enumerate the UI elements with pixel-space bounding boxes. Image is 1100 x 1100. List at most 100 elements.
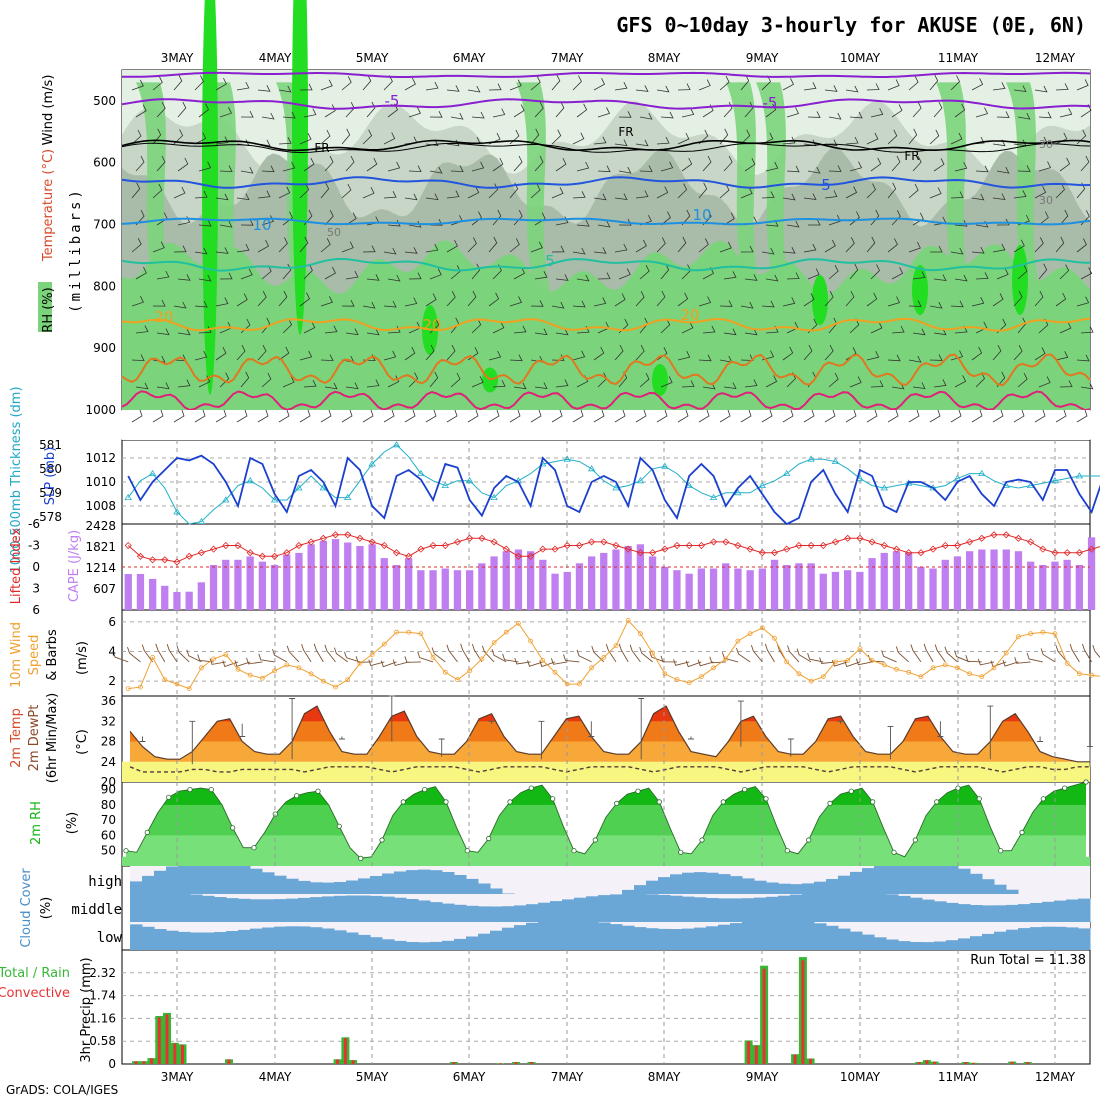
surface-barb (425, 409, 437, 423)
cloud-bar (1030, 927, 1043, 950)
cloud-bar (826, 879, 839, 894)
wind-barb (282, 211, 294, 226)
cloud-bar (214, 866, 227, 894)
minmax-bar (987, 705, 994, 760)
li-point (966, 538, 974, 546)
cloud-bar (730, 923, 743, 950)
cloud-bar (730, 876, 743, 894)
cape-bar (1014, 551, 1023, 610)
rh-point (976, 796, 982, 802)
wind-barb (345, 155, 355, 172)
cloud-bar (814, 894, 827, 922)
wind-barb (787, 645, 800, 663)
wind-barb (177, 379, 191, 388)
cloud-bar (838, 875, 851, 894)
cape-bar (648, 556, 657, 610)
cape-bar (173, 592, 181, 610)
wind-barb (782, 136, 796, 145)
wind-barb (492, 157, 504, 172)
li-point (770, 549, 779, 557)
wind-barb (912, 101, 922, 118)
contour-label: FR (618, 125, 633, 139)
wind-barb (471, 376, 484, 388)
wind-barb (1055, 183, 1065, 199)
precip-tick: 1.74 (89, 989, 116, 1003)
wind-barb (460, 643, 471, 663)
rh-column (1006, 82, 1042, 299)
cape-bar (185, 591, 193, 610)
wind-barb (635, 85, 649, 92)
wind-barb (219, 107, 232, 118)
cloud-bar (370, 895, 383, 922)
upper-temp-label: Temperature (°C) (41, 149, 56, 262)
cloud-bar (982, 905, 995, 922)
bottom-date-labels: 3MAY 4MAY 5MAY 6MAY 7MAY 8MAY 9MAY 10MAY 11MAY 12… (161, 1070, 1076, 1084)
cape-bar (697, 568, 705, 610)
cape-bar (356, 546, 364, 610)
wind-speed-point (125, 686, 131, 691)
wind-barb (320, 238, 331, 253)
credit-text: GrADS: COLA/IGES (6, 1083, 118, 1097)
cloud-bar (586, 896, 599, 922)
wind-barb (656, 186, 669, 199)
surface-barb (1013, 409, 1025, 423)
cloud-bar (238, 866, 251, 894)
cloud-bar (298, 880, 311, 894)
surface-barb (530, 409, 542, 423)
cloud-bar (862, 894, 875, 922)
wind-barb (912, 328, 926, 336)
li-point (539, 545, 547, 553)
wind-barb (870, 157, 882, 172)
wind-barb (429, 219, 443, 226)
rh-point (422, 786, 428, 793)
wind-barb (576, 103, 588, 118)
cloud-bar (334, 882, 347, 894)
cape-bar (941, 559, 949, 610)
li-tick: -3 (28, 539, 40, 553)
wind-speed-point (638, 631, 643, 637)
cloud-bar (238, 929, 251, 950)
cape-bar (551, 573, 559, 610)
cloud-bar (538, 902, 551, 922)
wind-barb (527, 660, 543, 667)
wind-barb (155, 643, 166, 663)
surface-barb (887, 409, 899, 423)
wind-barb (908, 241, 921, 253)
rh-point (1062, 785, 1068, 791)
cape-bar (636, 544, 644, 610)
wind-barb (429, 111, 443, 118)
wind-speed-point (211, 656, 217, 662)
wind-speed-point (869, 658, 875, 663)
wind-barb (240, 268, 253, 280)
rh-point (315, 788, 321, 794)
li-point (185, 552, 193, 560)
cloud-unit: (%) (39, 897, 54, 920)
li-point (527, 552, 535, 560)
wind-barb (152, 241, 165, 253)
wind-barb (824, 190, 838, 199)
cloud-bar (1018, 904, 1031, 922)
wind-speed-point (345, 677, 351, 683)
wind-barb (366, 379, 380, 388)
wind-barb (112, 650, 129, 663)
surface-barb (383, 409, 395, 423)
wind-barb (513, 155, 523, 172)
cloud-bar (154, 929, 167, 950)
bottom-date-label: 3MAY (161, 1070, 194, 1084)
cloud-bar (706, 872, 719, 894)
wind-barb (258, 653, 275, 663)
li-point (514, 552, 522, 560)
li-point (136, 552, 144, 560)
li-point (466, 534, 474, 542)
surface-barb (446, 409, 458, 423)
cloud-bar (166, 866, 179, 894)
wind-barb (1013, 190, 1027, 199)
cloud-bar (526, 904, 539, 922)
wind-barb (219, 372, 230, 388)
wind-barb (618, 643, 629, 663)
precip-frame (121, 949, 1091, 1065)
rh-point (934, 799, 940, 805)
li-point (990, 531, 998, 539)
li-tick: 3 (32, 582, 40, 596)
wind-barb (597, 107, 611, 118)
